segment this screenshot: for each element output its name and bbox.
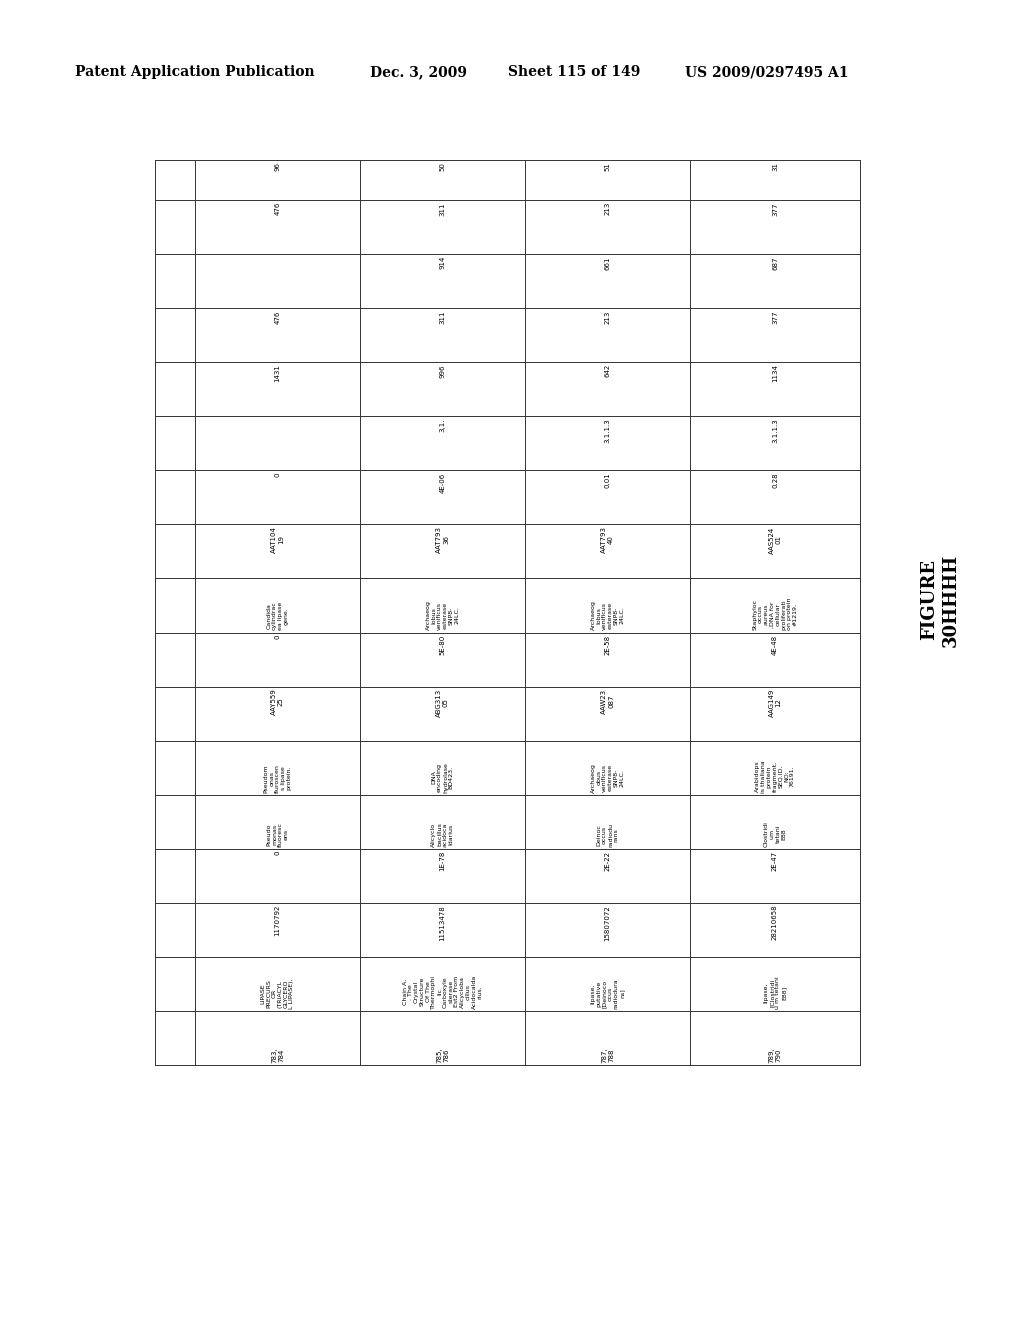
- Text: ABG313
05: ABG313 05: [436, 689, 449, 717]
- Text: AAW23
087: AAW23 087: [601, 689, 614, 714]
- Text: Chain A,
. The
Crystal
Structure
Of The
Thermophi
lic
Carboxyle
sterase
Est2 Fro: Chain A, . The Crystal Structure Of The …: [402, 974, 482, 1008]
- Text: 1134: 1134: [772, 364, 778, 381]
- Text: 28210658: 28210658: [772, 904, 778, 940]
- Text: 476: 476: [274, 310, 281, 323]
- Text: 15807072: 15807072: [604, 904, 610, 941]
- Text: 914: 914: [439, 256, 445, 269]
- Text: FIGURE
30HHHH: FIGURE 30HHHH: [921, 553, 959, 647]
- Text: 311: 311: [439, 310, 445, 323]
- Text: 5E-80: 5E-80: [439, 635, 445, 655]
- Text: Deinoc
occus
radiodu
rans: Deinoc occus radiodu rans: [596, 822, 618, 846]
- Text: 0: 0: [274, 473, 281, 477]
- Text: AAG149
12: AAG149 12: [768, 689, 781, 717]
- Text: 661: 661: [604, 256, 610, 269]
- Text: 783,
784: 783, 784: [271, 1047, 284, 1063]
- Text: 996: 996: [439, 364, 445, 378]
- Text: 377: 377: [772, 310, 778, 323]
- Text: AAT793
40: AAT793 40: [601, 527, 614, 553]
- Text: 11513478: 11513478: [439, 904, 445, 941]
- Text: 3,1.: 3,1.: [439, 418, 445, 432]
- Text: Archaeog
lobus
venificus
esterase
SNP8-
24LC.: Archaeog lobus venificus esterase SNP8- …: [426, 601, 460, 631]
- Text: Patent Application Publication: Patent Application Publication: [75, 65, 314, 79]
- Text: Pseudom
onas
fluroscen
s lipase
protein.: Pseudom onas fluroscen s lipase protein.: [263, 764, 292, 793]
- Text: 4E-06: 4E-06: [439, 473, 445, 492]
- Text: 2E-47: 2E-47: [772, 851, 778, 871]
- Text: 31: 31: [772, 162, 778, 172]
- Text: Archaeog
lobus
venificus
esterase
SNP8-
24LC.: Archaeog lobus venificus esterase SNP8- …: [591, 601, 625, 631]
- Text: 1E-78: 1E-78: [439, 851, 445, 871]
- Text: 51: 51: [604, 162, 610, 170]
- Text: lipase,
[Clostridi
u m tetani
E88]: lipase, [Clostridi u m tetani E88]: [764, 977, 786, 1008]
- Text: Pseudo
monas
fluoresc
ens: Pseudo monas fluoresc ens: [266, 822, 289, 846]
- Text: 3.1.1.3: 3.1.1.3: [604, 418, 610, 444]
- Text: 311: 311: [439, 202, 445, 215]
- Text: AAY559
25: AAY559 25: [271, 689, 284, 715]
- Text: 0.01: 0.01: [604, 473, 610, 488]
- Text: 789,
790: 789, 790: [768, 1047, 781, 1063]
- Text: Archaeog
obus
venificus
esterase
SNP8-
24LC.: Archaeog obus venificus esterase SNP8- 2…: [591, 763, 625, 793]
- Text: Sheet 115 of 149: Sheet 115 of 149: [508, 65, 640, 79]
- Text: 0: 0: [274, 635, 281, 639]
- Text: Arabidops
is thaliana
protein
fragment,
SEQ.ID.
NO:
76191.: Arabidops is thaliana protein fragment, …: [755, 760, 795, 793]
- Text: AAT104
19: AAT104 19: [271, 527, 284, 553]
- Text: 1170792: 1170792: [274, 904, 281, 936]
- Text: 213: 213: [604, 202, 610, 215]
- Text: 687: 687: [772, 256, 778, 269]
- Text: Alicyclo
bacillus
acidoca
ldarius: Alicyclo bacillus acidoca ldarius: [431, 822, 454, 846]
- Text: 0: 0: [274, 851, 281, 855]
- Text: 787,
788: 787, 788: [601, 1047, 614, 1063]
- Text: LIPASE
PRECURS
OR
(TRIACYL
GLYCERO
L LIPASE),: LIPASE PRECURS OR (TRIACYL GLYCERO L LIP…: [260, 978, 295, 1008]
- Text: 50: 50: [439, 162, 445, 170]
- Text: 642: 642: [604, 364, 610, 378]
- Text: 213: 213: [604, 310, 610, 323]
- Text: 1431: 1431: [274, 364, 281, 381]
- Text: 3.1.1.3: 3.1.1.3: [772, 418, 778, 444]
- Text: lipase,
putative
[Deinoco
ccus
radiodura
ns]: lipase, putative [Deinoco ccus radiodura…: [591, 978, 625, 1008]
- Text: Staphyloc
occus
aureus
,DNA for
cellular
proliferati
on protein
#1219.: Staphyloc occus aureus ,DNA for cellular…: [753, 598, 798, 631]
- Text: 377: 377: [772, 202, 778, 215]
- Text: 96: 96: [274, 162, 281, 172]
- Text: 0.28: 0.28: [772, 473, 778, 488]
- Text: Clostridi
um
tetani
E88: Clostridi um tetani E88: [764, 821, 786, 846]
- Text: Candida
cylindrac
ea lipase
gene.: Candida cylindrac ea lipase gene.: [266, 602, 289, 631]
- Text: 2E-58: 2E-58: [604, 635, 610, 655]
- Text: US 2009/0297495 A1: US 2009/0297495 A1: [685, 65, 849, 79]
- Text: AAS524
01: AAS524 01: [768, 527, 781, 553]
- Text: 476: 476: [274, 202, 281, 215]
- Text: Dec. 3, 2009: Dec. 3, 2009: [370, 65, 467, 79]
- Text: 4E-48: 4E-48: [772, 635, 778, 655]
- Text: AAT793
36: AAT793 36: [436, 527, 449, 553]
- Text: DNA
encoding
hydrolase
BD423.: DNA encoding hydrolase BD423.: [431, 762, 454, 793]
- Text: 2E-22: 2E-22: [604, 851, 610, 871]
- Text: 785,
786: 785, 786: [436, 1047, 449, 1063]
